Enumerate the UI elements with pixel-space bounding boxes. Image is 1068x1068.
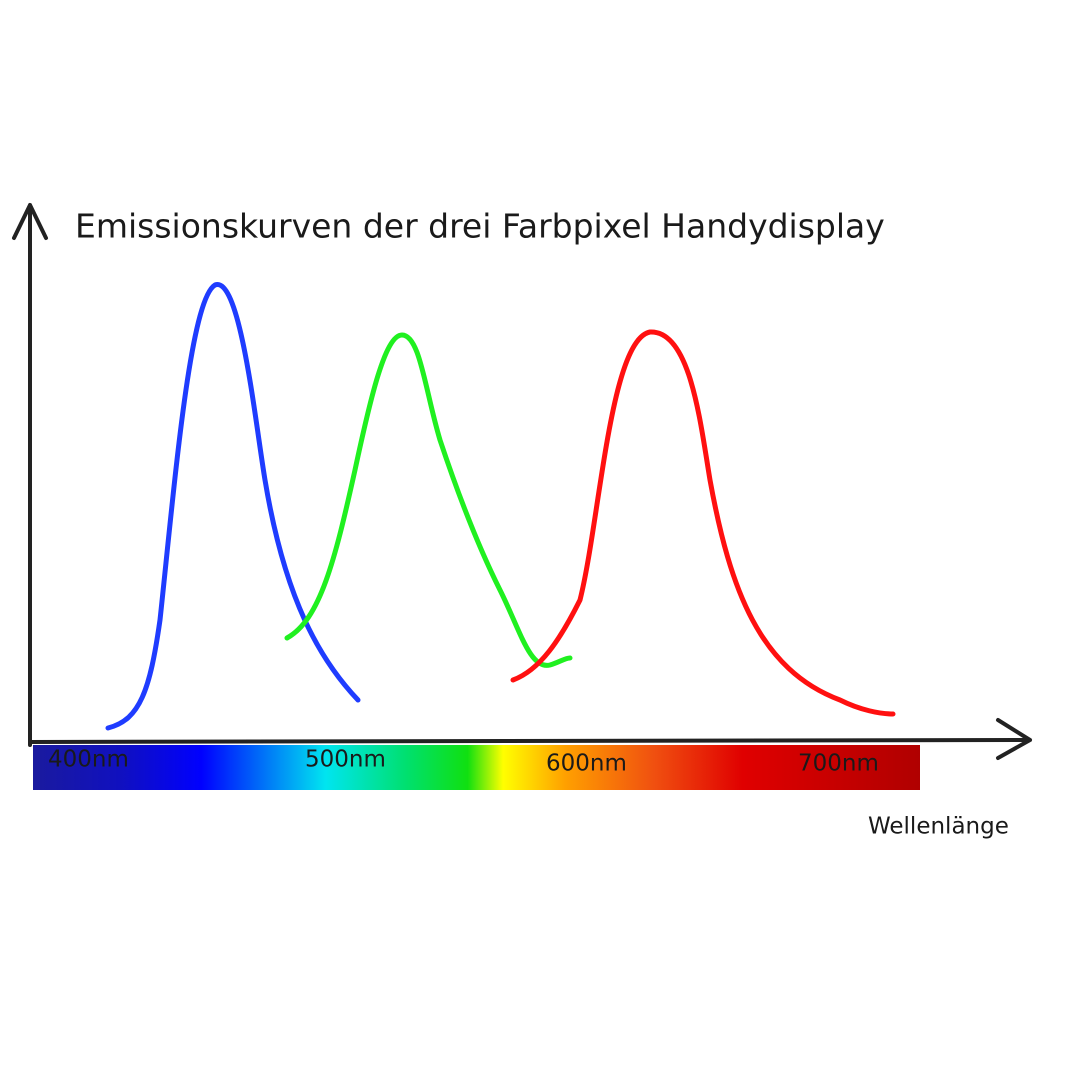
y-axis bbox=[12, 203, 48, 747]
blue-curve bbox=[105, 282, 361, 731]
x-axis bbox=[28, 718, 1032, 760]
axis-label: Wellenlänge bbox=[868, 814, 1009, 840]
red-curve bbox=[510, 329, 896, 717]
tick-label: 700nm bbox=[798, 751, 879, 777]
green-curve bbox=[284, 332, 573, 668]
title: Emissionskurven der drei Farbpixel Handy… bbox=[75, 207, 885, 246]
tick-label: 500nm bbox=[305, 747, 386, 773]
tick-label: 600nm bbox=[546, 751, 627, 777]
tick-label: 400nm bbox=[48, 747, 129, 773]
spectrum-bar bbox=[33, 745, 920, 790]
